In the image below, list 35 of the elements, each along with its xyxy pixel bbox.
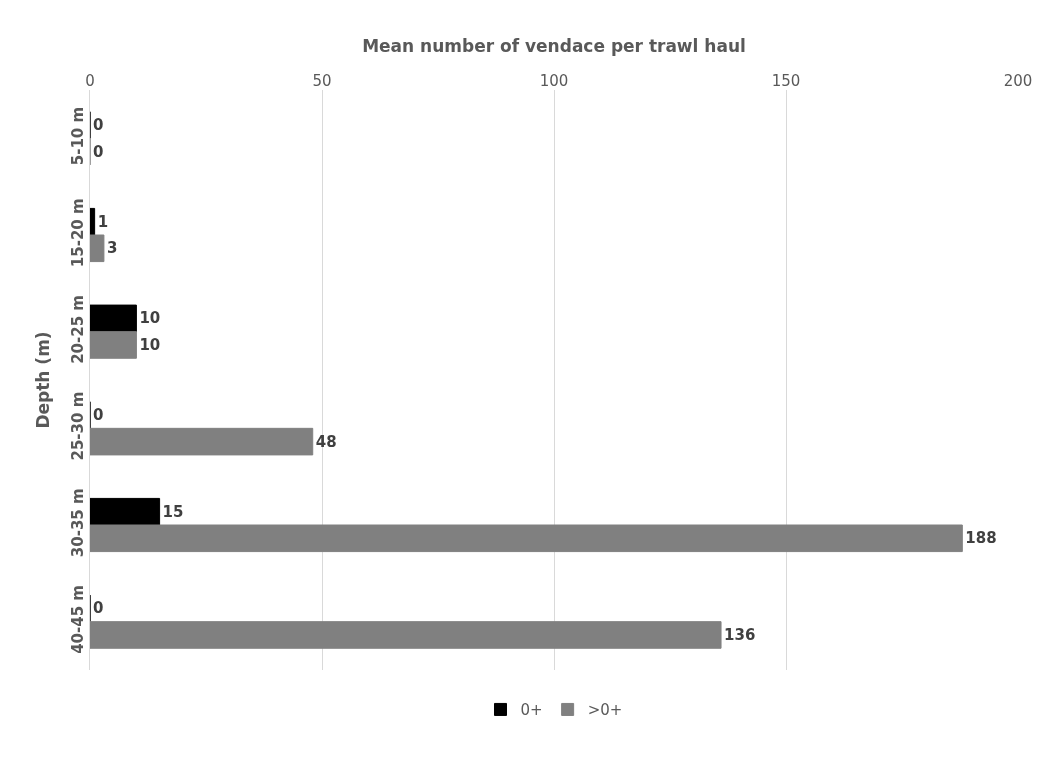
data-label: 188	[965, 529, 997, 548]
y-axis-title: Depth (m)	[32, 331, 53, 429]
bar	[90, 234, 105, 263]
legend-label: 0+	[520, 701, 543, 720]
y-tick-label: 20-25 m	[69, 295, 87, 364]
data-label: 0	[93, 406, 104, 425]
data-label: 15	[162, 502, 184, 521]
data-label: 0	[93, 142, 104, 161]
bar	[90, 304, 137, 333]
x-tick-label: 0	[85, 72, 95, 90]
bar	[90, 621, 722, 649]
bar	[90, 524, 963, 553]
y-tick-label: 40-45 m	[69, 585, 87, 654]
y-tick-label: 15-20 m	[69, 198, 87, 268]
x-tick-label: 150	[771, 72, 801, 90]
x-tick-label: 100	[539, 72, 569, 90]
y-tick-label: 5-10 m	[69, 106, 87, 166]
data-label: 48	[315, 432, 337, 451]
bar	[90, 497, 161, 526]
data-label: 3	[106, 239, 118, 258]
bar	[90, 427, 314, 456]
data-label: 10	[139, 335, 161, 354]
x-tick-label: 50	[312, 72, 332, 90]
x-tick-label: 200	[1003, 72, 1033, 90]
bar	[90, 331, 137, 359]
legend-label: >0+	[587, 701, 623, 720]
y-tick-label: 25-30 m	[69, 391, 87, 461]
y-tick-label: 30-35 m	[69, 488, 87, 558]
data-label: 1	[97, 212, 109, 231]
data-label: 136	[724, 625, 756, 644]
data-label: 0	[93, 599, 104, 618]
data-label: 0	[93, 116, 104, 135]
data-label: 10	[139, 309, 161, 328]
bar	[90, 207, 96, 236]
x-axis-title: Mean number of vendace per trawl haul	[362, 35, 746, 56]
